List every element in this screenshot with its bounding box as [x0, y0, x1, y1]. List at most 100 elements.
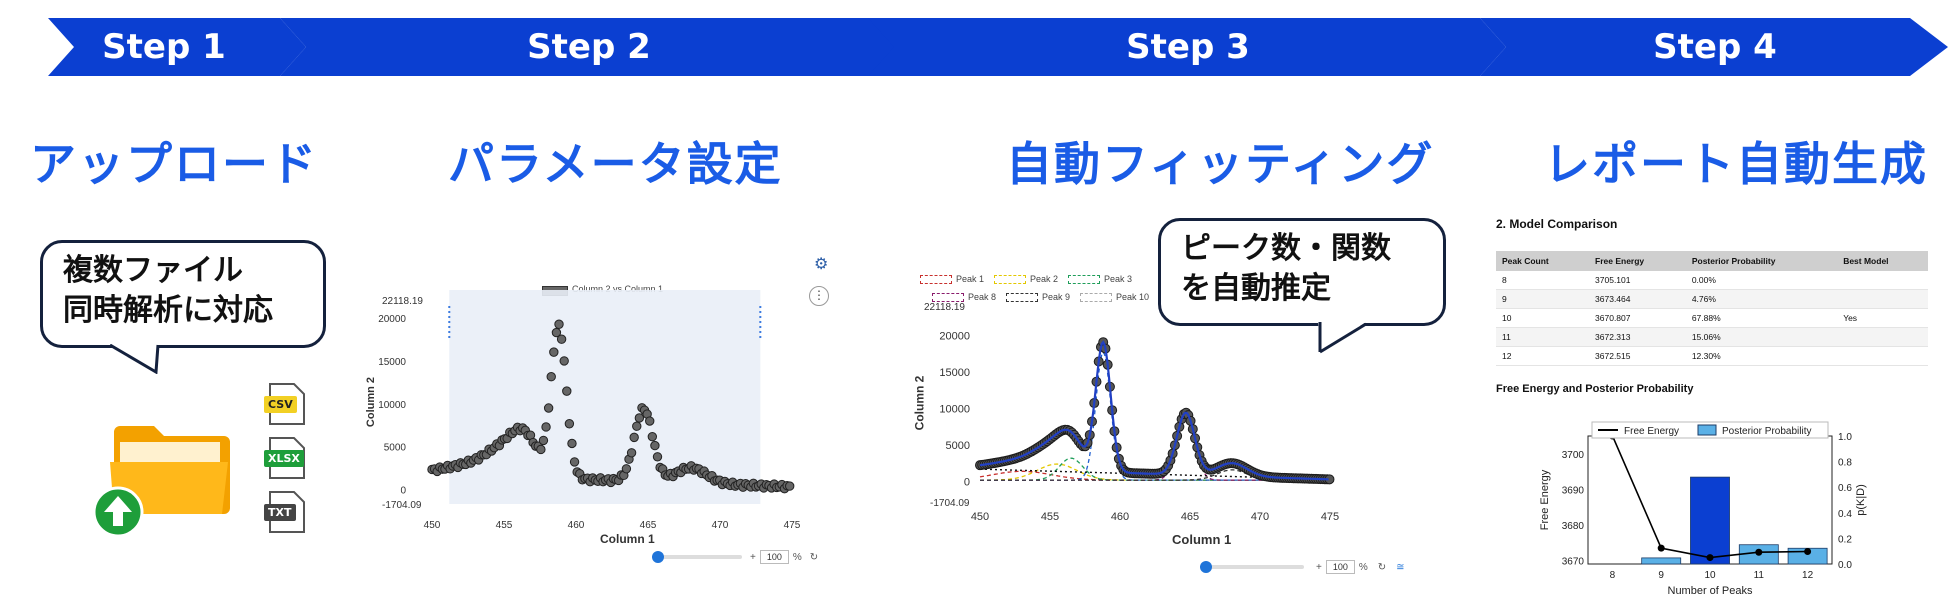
step-2-banner: Step 2 [280, 18, 898, 76]
table-cell: 15.06% [1685, 327, 1838, 347]
step-3-arrow-shape [868, 18, 1506, 76]
fitting-plot[interactable]: 20000 15000 10000 5000 0 450 455 460 465 470 475 [900, 270, 1430, 550]
y2-tick-label: 1.0 [1838, 432, 1852, 443]
table-cell: 67.88% [1685, 308, 1838, 328]
step-1-label: Step 1 [102, 27, 226, 67]
y-tick-label: 3700 [1562, 450, 1585, 461]
model-comparison-heading: 2. Model Comparison [1496, 217, 1618, 231]
step-1-arrow-shape [48, 18, 306, 76]
parameter-chart: ⚙ ⋮ Column 2 vs Column 1 22118.19 -1704.… [360, 250, 840, 570]
more-options-icon[interactable]: ⋮ [809, 286, 829, 306]
parameter-plot[interactable]: 20000 15000 10000 5000 0 450 455 460 465 470 475 [360, 250, 840, 550]
chart-heading: Free Energy and Posterior Probability [1496, 383, 1694, 395]
legend-label: Posterior Probability [1722, 426, 1811, 437]
y-tick-label: 5000 [384, 443, 407, 454]
legend-item[interactable]: Peak 2 [994, 274, 1058, 285]
table-cell: 11 [1496, 327, 1590, 347]
upload-arrow-icon[interactable] [92, 486, 144, 538]
x-tick-label: 465 [640, 520, 657, 531]
step-4-arrow-shape [1480, 18, 1948, 76]
y-top-label: 22118.19 [382, 296, 423, 307]
data-point [647, 431, 658, 442]
data-point [569, 457, 580, 467]
y-tick-label: 10000 [939, 404, 970, 416]
data-point [543, 403, 554, 413]
curve-toggle-icon[interactable]: ≅ [1396, 561, 1405, 573]
legend-item[interactable]: Peak 10 [1080, 292, 1149, 303]
selection-range [449, 290, 761, 504]
y2-tick-label: 0.2 [1838, 534, 1852, 545]
txt-file-label: TXT [264, 504, 296, 521]
y2-axis-label: p(K|D) [1855, 484, 1867, 516]
y2-tick-label: 0.4 [1838, 509, 1852, 520]
csv-file-icon: CSV [264, 382, 306, 426]
y-tick-label: 0 [964, 477, 970, 489]
legend-item[interactable]: Peak 1 [920, 274, 984, 285]
legend-item[interactable]: Peak 8 [932, 292, 996, 303]
reset-zoom-icon[interactable]: ↻ [809, 551, 819, 563]
data-point [559, 356, 569, 366]
step-2-arrow-shape [280, 18, 896, 76]
zoom-plus-button[interactable]: + [1316, 561, 1322, 573]
data-point [632, 421, 642, 431]
zoom-value[interactable]: 100 [759, 550, 789, 564]
data-point [541, 422, 551, 432]
data-point [551, 327, 562, 338]
x-axis-label: Column 1 [600, 532, 655, 546]
y-tick-label: 3670 [1562, 556, 1585, 567]
zoom-unit: % [1358, 561, 1368, 573]
data-point [634, 413, 645, 423]
x-tick-label: 12 [1802, 570, 1814, 581]
zoom-unit: % [792, 551, 802, 563]
table-cell [1837, 271, 1928, 290]
y-tick-label: 20000 [939, 330, 970, 342]
table-header-cell: Peak Count [1496, 251, 1590, 271]
zoom-plus-button[interactable]: + [750, 551, 756, 563]
bubble-line-1: ピーク数・関数 [1181, 231, 1391, 266]
legend-bar-swatch [1697, 424, 1717, 436]
step-1-banner: Step 1 [48, 18, 308, 76]
settings-gear-icon[interactable]: ⚙ [814, 256, 829, 273]
table-header-cell: Best Model [1837, 251, 1928, 271]
x-tick-label: 455 [496, 520, 513, 531]
data-point [645, 416, 655, 426]
parameter-setting-title: パラメータ設定 [448, 137, 783, 191]
free-energy-point [1804, 548, 1812, 556]
table-cell: 3705.101 [1589, 271, 1686, 290]
step-2-label: Step 2 [527, 27, 651, 67]
zoom-controls: + 100 % ↻ ≅ [1200, 560, 1405, 574]
y-tick-label: 5000 [946, 440, 970, 452]
zoom-slider[interactable] [1200, 561, 1304, 573]
table-cell [1837, 346, 1928, 366]
report-generation-title: レポート自動生成 [1544, 137, 1928, 191]
table-cell [1837, 327, 1928, 347]
legend-item[interactable]: Peak 3 [1068, 274, 1132, 285]
zoom-slider[interactable] [652, 551, 742, 563]
probability-bar [1690, 476, 1730, 565]
legend-item[interactable]: Peak 9 [1006, 292, 1070, 303]
reset-zoom-icon[interactable]: ↻ [1377, 561, 1387, 573]
legend-label: Free Energy [1624, 426, 1679, 437]
xlsx-file-label: XLSX [264, 450, 304, 467]
x-tick-label: 8 [1610, 570, 1616, 581]
y-tick-label: 10000 [378, 400, 406, 411]
x-tick-label: 475 [1321, 511, 1339, 523]
x-axis-label: Number of Peaks [1668, 585, 1753, 597]
bubble-line-1: 複数ファイル [63, 253, 243, 288]
zoom-value[interactable]: 100 [1325, 560, 1355, 574]
x-tick-label: 455 [1041, 511, 1059, 523]
x-tick-label: 460 [568, 520, 585, 531]
data-point [650, 440, 660, 451]
data-point [564, 419, 575, 429]
table-cell: Yes [1837, 308, 1928, 328]
y2-tick-label: 0.6 [1838, 483, 1852, 494]
y-axis-label: Free Energy [1539, 469, 1551, 530]
x-tick-label: 470 [1251, 511, 1269, 523]
table-row: 9 3673.464 4.76% [1496, 289, 1928, 309]
table-cell: 10 [1496, 308, 1590, 328]
x-tick-label: 475 [784, 520, 801, 531]
peak-component [980, 469, 1329, 481]
data-point [562, 386, 572, 396]
table-cell: 4.76% [1685, 289, 1838, 309]
table-row: 10 3670.807 67.88% Yes [1496, 308, 1928, 328]
